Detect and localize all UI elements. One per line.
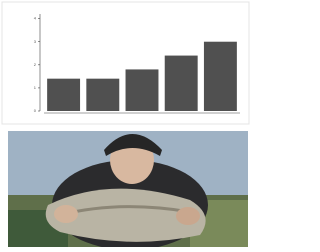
bar [165,56,198,111]
bar [204,42,237,111]
photo [8,131,248,247]
hand [176,207,200,225]
bar [86,79,119,111]
bar [126,69,159,111]
bar [47,79,80,111]
hand [54,205,78,223]
